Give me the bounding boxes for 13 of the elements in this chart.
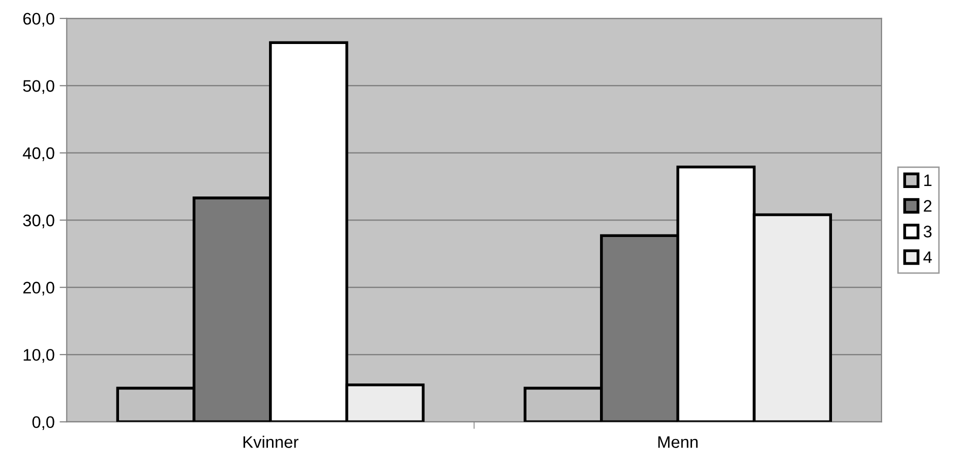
y-tick-label: 40,0 (22, 147, 54, 162)
y-tick-label: 30,0 (23, 214, 54, 228)
y-tick-label: 60,0 (23, 12, 54, 27)
y-tick-label: 0,0 (32, 416, 54, 430)
legend-label: 1 (924, 174, 932, 186)
x-tick-label: Menn (658, 436, 698, 448)
y-tick-label: 10,0 (24, 348, 54, 363)
legend-label: 4 (923, 251, 932, 263)
legend-label: 2 (924, 200, 932, 212)
y-tick-label: 20,0 (23, 282, 54, 296)
x-tick-label: Kvinner (244, 436, 298, 448)
legend-label: 3 (924, 226, 932, 238)
y-tick-label: 50,0 (23, 80, 54, 94)
